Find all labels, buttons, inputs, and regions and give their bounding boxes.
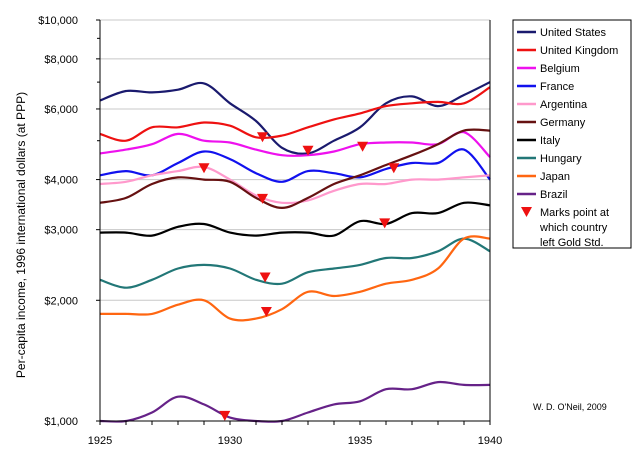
series-line-france bbox=[99, 148, 491, 183]
x-axis-tick-labels: 1925 1930 1935 1940 bbox=[88, 435, 502, 447]
y-axis-tick-labels: $1,000 $2,000 $3,000 $4,000 $6,000 $8,000 $10,… bbox=[38, 15, 78, 428]
legend-label-germany: Germany bbox=[540, 117, 586, 129]
gold-exit-marker-argentina bbox=[198, 163, 210, 174]
y-tick-label: $6,000 bbox=[44, 104, 78, 116]
y-tick-label: $4,000 bbox=[44, 175, 78, 187]
axes bbox=[96, 19, 491, 425]
legend-label-united-kingdom: United Kingdom bbox=[540, 45, 618, 57]
legend-marker-label-line: Marks point at bbox=[540, 207, 609, 219]
series-line-belgium bbox=[99, 130, 491, 158]
gold-exit-marker-belgium bbox=[357, 141, 369, 152]
legend-marker-triangle bbox=[521, 207, 532, 217]
y-tick-label: $8,000 bbox=[44, 54, 78, 66]
y-tick-label: $10,000 bbox=[38, 15, 78, 27]
x-tick-label: 1925 bbox=[88, 435, 112, 447]
gold-exit-marker-italy bbox=[379, 218, 391, 229]
series-line-germany bbox=[99, 128, 491, 209]
legend-box bbox=[512, 19, 632, 249]
y-tick-label: $2,000 bbox=[44, 295, 78, 307]
legend-label-hungary: Hungary bbox=[540, 153, 582, 165]
legend-label-united-states: United States bbox=[540, 27, 607, 39]
gold-standard-markers bbox=[198, 132, 400, 421]
legend-label-argentina: Argentina bbox=[540, 99, 588, 111]
series-line-united-kingdom bbox=[99, 86, 491, 142]
gold-exit-marker-united-states bbox=[302, 145, 314, 156]
legend-marker-label-line: left Gold Std. bbox=[540, 237, 604, 249]
gold-exit-marker-united-kingdom bbox=[257, 132, 268, 143]
legend-label-france: France bbox=[540, 81, 574, 93]
x-tick-label: 1935 bbox=[348, 435, 372, 447]
y-tick-label: $1,000 bbox=[44, 416, 78, 428]
y-tick-label: $3,000 bbox=[44, 225, 78, 237]
gold-exit-marker-germany bbox=[257, 193, 268, 204]
gold-exit-marker-japan bbox=[260, 306, 272, 317]
plot-area bbox=[99, 81, 491, 423]
legend-label-italy: Italy bbox=[540, 135, 561, 147]
legend-marker-label-line: which country bbox=[539, 222, 608, 234]
series-line-hungary bbox=[99, 237, 491, 289]
legend-label-japan: Japan bbox=[540, 171, 570, 183]
gold-exit-marker-brazil bbox=[219, 410, 231, 421]
x-tick-label: 1940 bbox=[478, 435, 502, 447]
y-axis-label: Per-capita income, 1996 international do… bbox=[14, 92, 28, 378]
series-line-japan bbox=[99, 235, 491, 322]
x-tick-label: 1930 bbox=[218, 435, 242, 447]
author-credit: W. D. O'Neil, 2009 bbox=[533, 402, 607, 412]
series-line-argentina bbox=[99, 165, 491, 205]
gold-exit-marker-hungary bbox=[259, 272, 271, 283]
legend-label-brazil: Brazil bbox=[540, 189, 568, 201]
series-line-brazil bbox=[99, 380, 491, 423]
series-line-italy bbox=[99, 201, 491, 238]
legend: United States United Kingdom Belgium France… bbox=[512, 19, 632, 249]
gold-exit-marker-france bbox=[388, 163, 400, 174]
legend-label-belgium: Belgium bbox=[540, 63, 580, 75]
